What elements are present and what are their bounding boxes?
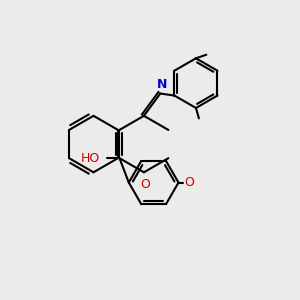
Text: HO: HO (81, 152, 100, 165)
Text: N: N (157, 78, 167, 91)
Text: O: O (184, 176, 194, 189)
Text: O: O (140, 178, 150, 190)
